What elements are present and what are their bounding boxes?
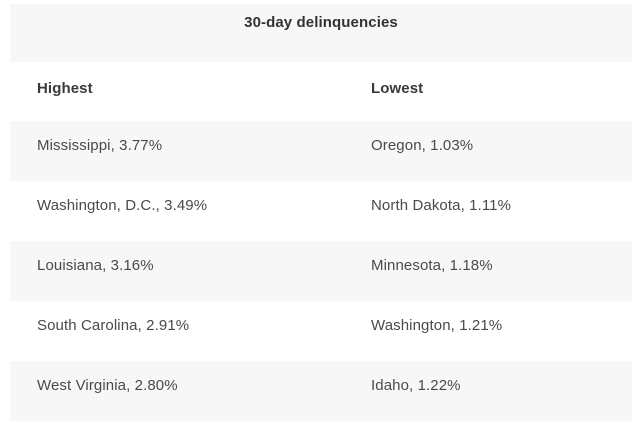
cell-lowest: Oregon, 1.03%	[371, 137, 474, 154]
cell-lowest: Washington, 1.21%	[371, 317, 503, 334]
column-header-highest: Highest	[37, 80, 93, 97]
table-row: West Virginia, 2.80% Idaho, 1.22%	[10, 361, 632, 421]
cell-highest: Mississippi, 3.77%	[37, 137, 163, 154]
cell-highest: West Virginia, 2.80%	[37, 377, 178, 394]
table-row: Mississippi, 3.77% Oregon, 1.03%	[10, 121, 632, 181]
cell-highest: Louisiana, 3.16%	[37, 257, 154, 274]
table-row: South Carolina, 2.91% Washington, 1.21%	[10, 301, 632, 361]
cell-lowest: Minnesota, 1.18%	[371, 257, 493, 274]
delinquency-table: 30-day delinquencies Highest Lowest Miss…	[10, 4, 632, 421]
table-row: Louisiana, 3.16% Minnesota, 1.18%	[10, 241, 632, 301]
table-title-bar: 30-day delinquencies	[10, 4, 632, 62]
cell-lowest: Idaho, 1.22%	[371, 377, 461, 394]
cell-highest: Washington, D.C., 3.49%	[37, 197, 208, 214]
table-title: 30-day delinquencies	[244, 14, 398, 31]
cell-lowest: North Dakota, 1.11%	[371, 197, 512, 214]
cell-highest: South Carolina, 2.91%	[37, 317, 190, 334]
table-header-row: Highest Lowest	[10, 62, 632, 121]
table-row: Washington, D.C., 3.49% North Dakota, 1.…	[10, 181, 632, 241]
column-header-lowest: Lowest	[371, 80, 424, 97]
